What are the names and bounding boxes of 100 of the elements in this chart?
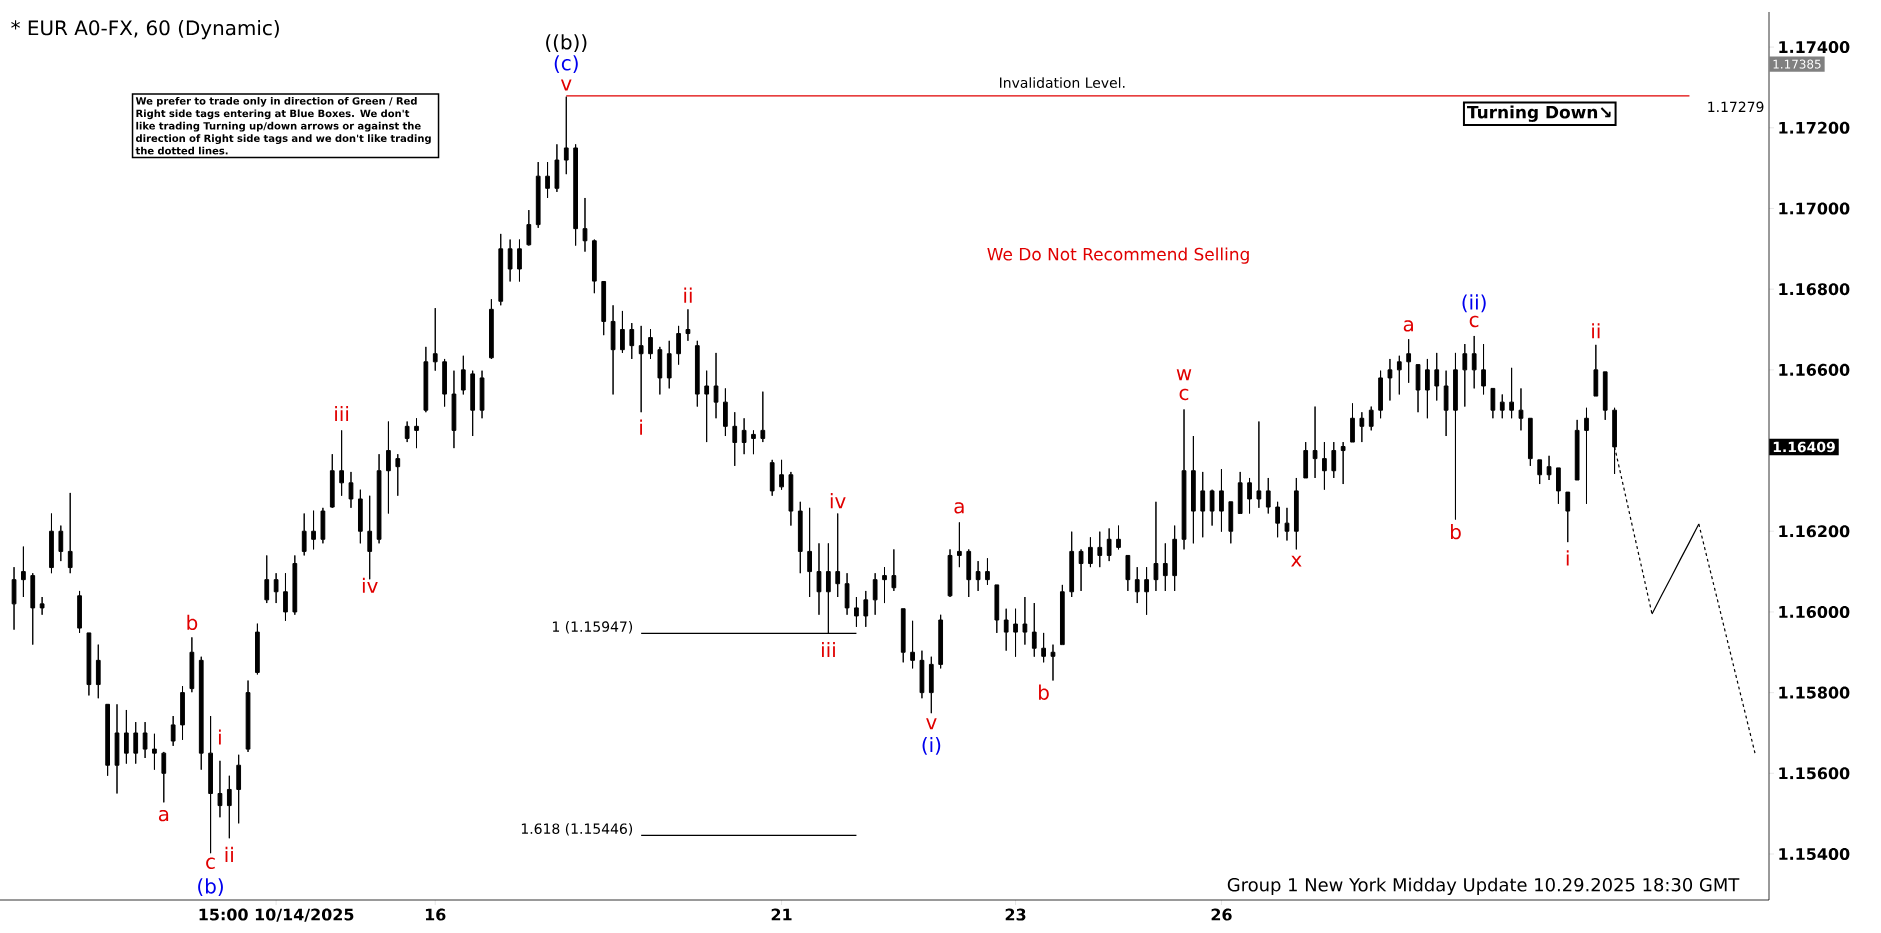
candlestick <box>1116 525 1121 550</box>
annotation: Group 1 New York Midday Update 10.29.2025 18:30 GMT <box>1227 877 1740 896</box>
annotation: x <box>1291 555 1302 567</box>
chart-title: * EUR A0-FX, 60 (Dynamic) <box>11 19 279 40</box>
candlestick <box>582 197 588 253</box>
annotation: iv <box>830 493 846 509</box>
candlestick <box>236 754 242 824</box>
annotation: 1.618 (1.15446) <box>521 823 633 836</box>
candlestick <box>255 623 260 675</box>
annotation: i <box>1566 550 1569 566</box>
candlestick <box>414 417 419 449</box>
candlestick <box>807 507 812 598</box>
y-tick-label: 1.17200 <box>1779 121 1850 134</box>
annotation: ii <box>225 846 233 863</box>
candlestick <box>1425 358 1430 419</box>
candlestick <box>1602 371 1608 421</box>
candlestick <box>816 542 822 616</box>
candlestick <box>489 298 494 360</box>
candlestick <box>1172 525 1178 592</box>
candlestick <box>517 239 522 282</box>
y-tick-label: 1.17000 <box>1779 202 1850 215</box>
candlestick <box>957 521 962 568</box>
candlestick <box>1509 367 1514 419</box>
annotation: c <box>1179 388 1189 401</box>
candlestick <box>994 584 1000 634</box>
candlestick <box>404 421 410 443</box>
y-tick-label: 1.16200 <box>1779 525 1850 538</box>
candlestick <box>1153 501 1159 592</box>
candlestick <box>1593 344 1599 397</box>
y-tick-label: 1.15400 <box>1779 847 1850 861</box>
candlestick <box>470 370 476 437</box>
candlestick <box>648 328 653 360</box>
candlestick <box>966 548 972 598</box>
candlestick <box>620 310 625 354</box>
candlestick <box>386 421 391 514</box>
candlestick <box>460 355 466 395</box>
candlestick <box>535 161 541 229</box>
annotation: a <box>1403 320 1413 332</box>
candlestick <box>554 143 560 193</box>
annotation: ((b)) <box>546 34 587 52</box>
candlestick <box>1574 419 1580 481</box>
candlestick <box>479 370 485 419</box>
candlestick <box>49 512 54 574</box>
x-tick-label: 16 <box>425 908 446 921</box>
candlestick <box>1350 402 1355 443</box>
candlestick <box>526 209 532 247</box>
annotation: ii <box>684 287 692 303</box>
candlestick <box>1256 421 1262 509</box>
candlestick <box>1453 352 1458 521</box>
annotation: (ii) <box>1462 294 1486 313</box>
candlestick <box>638 325 644 413</box>
candlestick <box>105 703 111 777</box>
candlestick <box>1471 335 1477 389</box>
candlestick <box>311 510 316 550</box>
candlestick <box>545 161 550 199</box>
annotation: i <box>218 729 221 745</box>
candlestick <box>1088 536 1093 568</box>
candlestick <box>1293 477 1299 550</box>
candlestick <box>114 703 120 794</box>
candlestick <box>1527 417 1533 467</box>
candlestick <box>170 715 176 747</box>
candlestick <box>694 340 700 408</box>
candlestick <box>58 525 64 562</box>
candlestick <box>1191 435 1196 544</box>
y-tick-label: 1.15800 <box>1779 686 1850 699</box>
annotation: v <box>926 718 937 730</box>
candlestick <box>142 721 148 759</box>
candlestick <box>1265 477 1271 514</box>
y-tick-label: 1.17400 <box>1779 41 1850 54</box>
candlestick <box>1481 343 1486 395</box>
candlestick <box>573 143 578 247</box>
candlestick <box>30 572 36 646</box>
candlestick <box>11 566 17 631</box>
candlestick <box>769 459 775 497</box>
annotation: b <box>1039 684 1049 700</box>
candlestick <box>751 429 756 455</box>
candlestick <box>723 387 728 437</box>
candlestick <box>395 453 401 497</box>
annotation: (b) <box>198 878 223 897</box>
candlestick <box>928 656 934 714</box>
annotation: b <box>187 614 198 631</box>
candlestick <box>226 775 232 839</box>
candlestick <box>1134 566 1140 604</box>
candlestick <box>882 566 887 604</box>
annotation: Invalidation Level. <box>1000 77 1125 88</box>
candlestick <box>1490 387 1496 419</box>
annotation: iii <box>822 641 835 658</box>
candlestick <box>245 680 251 753</box>
candlestick <box>1003 608 1009 652</box>
candlestick <box>292 554 298 616</box>
candlestick <box>339 429 345 497</box>
candlestick <box>563 96 569 175</box>
annotation: We Do Not Recommend Selling <box>987 247 1249 264</box>
x-tick-label: 21 <box>771 908 792 921</box>
candlestick <box>86 632 92 696</box>
candlestick <box>732 411 738 467</box>
annotation: c <box>1469 315 1479 328</box>
candlestick <box>1312 406 1318 479</box>
annotation: a <box>954 502 964 514</box>
candlestick <box>1162 542 1168 592</box>
